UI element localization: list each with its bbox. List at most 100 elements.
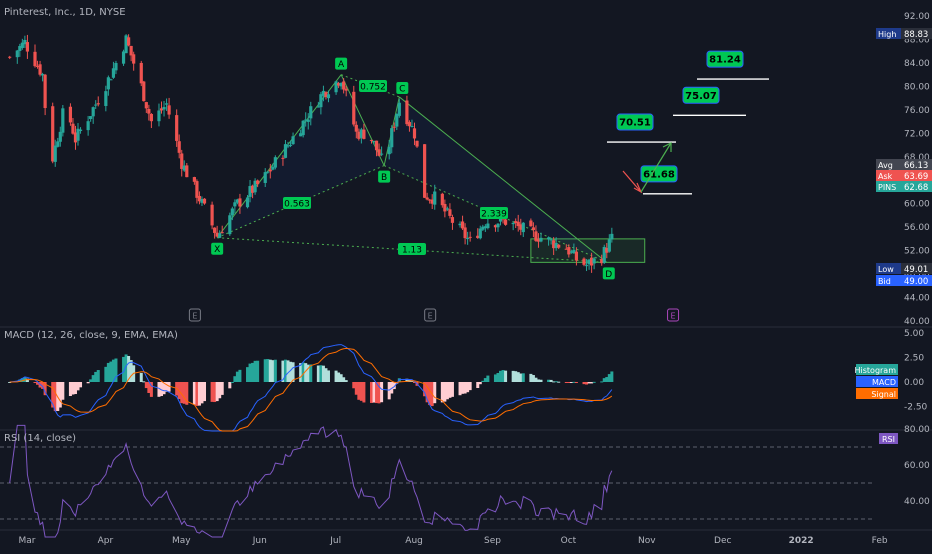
candle-body: [362, 129, 366, 139]
macd-histogram-bar: [496, 372, 500, 382]
macd-histogram-bar: [124, 354, 128, 382]
price-label-value: 49.01: [904, 265, 928, 275]
time-axis-tick: Nov: [638, 536, 656, 546]
candle-body: [192, 177, 196, 182]
time-axis-tick: May: [172, 536, 191, 546]
price-label-value: 88.83: [904, 30, 928, 40]
candle-body: [380, 153, 384, 155]
candle-body: [71, 123, 75, 134]
candle-body: [147, 108, 151, 114]
macd-axis-tick: -2.50: [904, 403, 928, 413]
candle-body: [129, 45, 133, 56]
earnings-label: E: [428, 312, 433, 321]
price-axis-tick: 52.00: [904, 247, 930, 257]
macd-histogram-bar: [129, 360, 133, 382]
candle-body: [483, 226, 487, 229]
macd-histogram-bar: [248, 363, 252, 382]
macd-histogram-bar: [536, 379, 540, 382]
candle-body: [228, 215, 232, 235]
macd-histogram-bar: [476, 382, 480, 389]
target-badge: [682, 86, 720, 104]
ratio-label: 0.752: [360, 83, 386, 93]
candle-body: [481, 226, 485, 230]
macd-histogram-bar: [569, 382, 573, 383]
macd-histogram-bar: [76, 382, 80, 391]
candle-body: [213, 227, 217, 233]
macd-histogram-bar: [20, 378, 24, 382]
target-badge: [616, 113, 654, 131]
candle-body: [180, 153, 184, 169]
macd-histogram-bar: [448, 382, 452, 398]
candle-body: [43, 74, 47, 109]
candle-body: [342, 81, 346, 90]
candle-body: [610, 233, 614, 240]
macd-histogram-bar: [450, 382, 454, 397]
candle-body: [78, 129, 83, 131]
macd-histogram-bar: [607, 374, 611, 382]
macd-histogram-bar: [306, 364, 310, 382]
candle-body: [233, 202, 237, 207]
candle-body: [433, 191, 437, 205]
candle-body: [531, 227, 536, 231]
macd-histogram-bar: [405, 378, 409, 382]
candle-body: [263, 172, 267, 183]
macd-histogram-bar: [372, 382, 376, 403]
pattern-point-label: X: [214, 245, 220, 255]
target-label: 75.07: [685, 91, 717, 102]
macd-histogram-bar: [263, 359, 267, 382]
rsi-legend-tag: [879, 433, 898, 444]
macd-histogram-bar: [18, 379, 22, 382]
macd-histogram-bar: [203, 382, 207, 402]
macd-histogram-bar: [600, 381, 604, 383]
price-axis-tick: 84.00: [904, 59, 930, 69]
macd-axis-tick: 0.00: [904, 378, 924, 388]
macd-histogram-bar: [592, 381, 596, 383]
candle-body: [182, 165, 186, 171]
macd-legend-label: MACD: [872, 378, 896, 387]
candle-body: [124, 35, 128, 54]
candle-body: [569, 251, 573, 253]
price-label-value-bg: [901, 170, 932, 181]
candle-body: [33, 51, 37, 67]
macd-histogram-bar: [514, 371, 518, 382]
pattern-point-badge: [335, 57, 348, 70]
price-label-value-bg: [901, 28, 932, 39]
macd-histogram-bar: [590, 382, 594, 384]
macd-histogram-bar: [233, 376, 237, 382]
candle-body: [466, 238, 470, 240]
macd-histogram-bar: [142, 381, 146, 383]
candle-body: [306, 119, 310, 122]
macd-histogram-bar: [304, 363, 308, 382]
candle-body: [557, 244, 561, 248]
macd-histogram-bar: [425, 382, 429, 403]
candle-body: [301, 120, 305, 136]
macd-histogram-bar: [564, 382, 568, 383]
candle-body: [410, 126, 414, 128]
time-axis-tick: Dec: [714, 536, 731, 546]
candle-body: [200, 199, 204, 203]
macd-histogram-bar: [574, 382, 578, 383]
macd-histogram-bar: [73, 382, 77, 395]
price-label-tag: [876, 159, 901, 170]
macd-histogram-bar: [309, 364, 313, 382]
price-label-tag: [876, 181, 901, 192]
price-label-name: Low: [878, 265, 894, 274]
candle-body: [51, 106, 55, 162]
macd-histogram-bar: [122, 356, 126, 382]
candle-body: [73, 132, 78, 143]
macd-histogram-bar: [486, 375, 490, 382]
time-axis-tick: 2022: [789, 536, 814, 546]
macd-histogram-bar: [218, 382, 222, 399]
macd-histogram-bar: [86, 382, 90, 384]
macd-histogram-bar: [220, 382, 224, 395]
candle-body: [197, 195, 202, 202]
price-label-value: 66.13: [904, 161, 928, 171]
candle-body: [516, 221, 520, 227]
candle-body: [534, 231, 538, 241]
candle-body: [529, 220, 533, 227]
macd-histogram-bar: [463, 382, 467, 394]
rsi-axis-tick: 40.00: [904, 497, 930, 507]
price-axis-tick: 72.00: [904, 129, 930, 139]
